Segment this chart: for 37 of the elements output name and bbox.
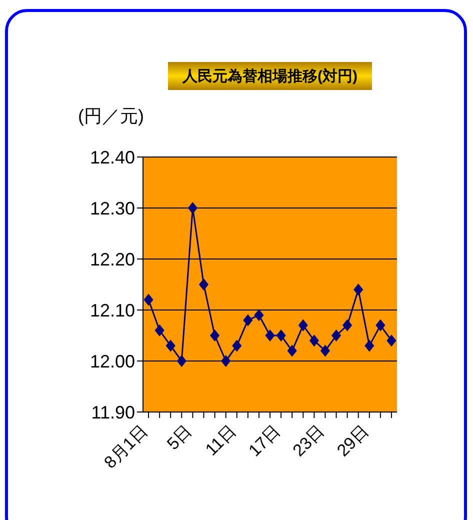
point [198,278,209,290]
point [166,340,176,352]
point [354,284,364,296]
y-tick-label: 12.20 [90,249,135,270]
point [376,319,386,332]
y-tick-label: 11.90 [91,402,135,422]
x-tick-label: 23日 [289,421,328,460]
point [320,344,330,357]
x-tick-label: 11日 [202,421,240,460]
x-tick-label: 8月1日 [100,421,152,472]
point [386,334,396,347]
point [188,202,198,214]
point [309,334,319,347]
point [176,355,186,367]
y-tick-label: 12.40 [90,147,135,168]
y-tick-label: 12.10 [90,300,135,320]
chart-title: 人民元為替相場推移(対円) [168,62,372,90]
point [265,330,275,342]
x-tick-label: 29日 [333,421,372,460]
point [210,330,220,342]
point [276,330,286,342]
point [331,330,342,342]
point [287,344,297,357]
x-tick-label: 17日 [245,421,284,460]
point [144,294,154,306]
point [254,309,264,322]
point [154,324,164,336]
y-tick-label: 12.00 [90,351,135,372]
point [243,314,253,326]
y-axis-title: (円／元) [78,105,144,128]
point [364,340,374,352]
point [232,340,242,352]
point [342,319,352,332]
x-tick-label: 5日 [163,421,196,454]
y-tick-label: 12.30 [90,198,135,218]
point [221,355,231,367]
point [298,319,308,332]
